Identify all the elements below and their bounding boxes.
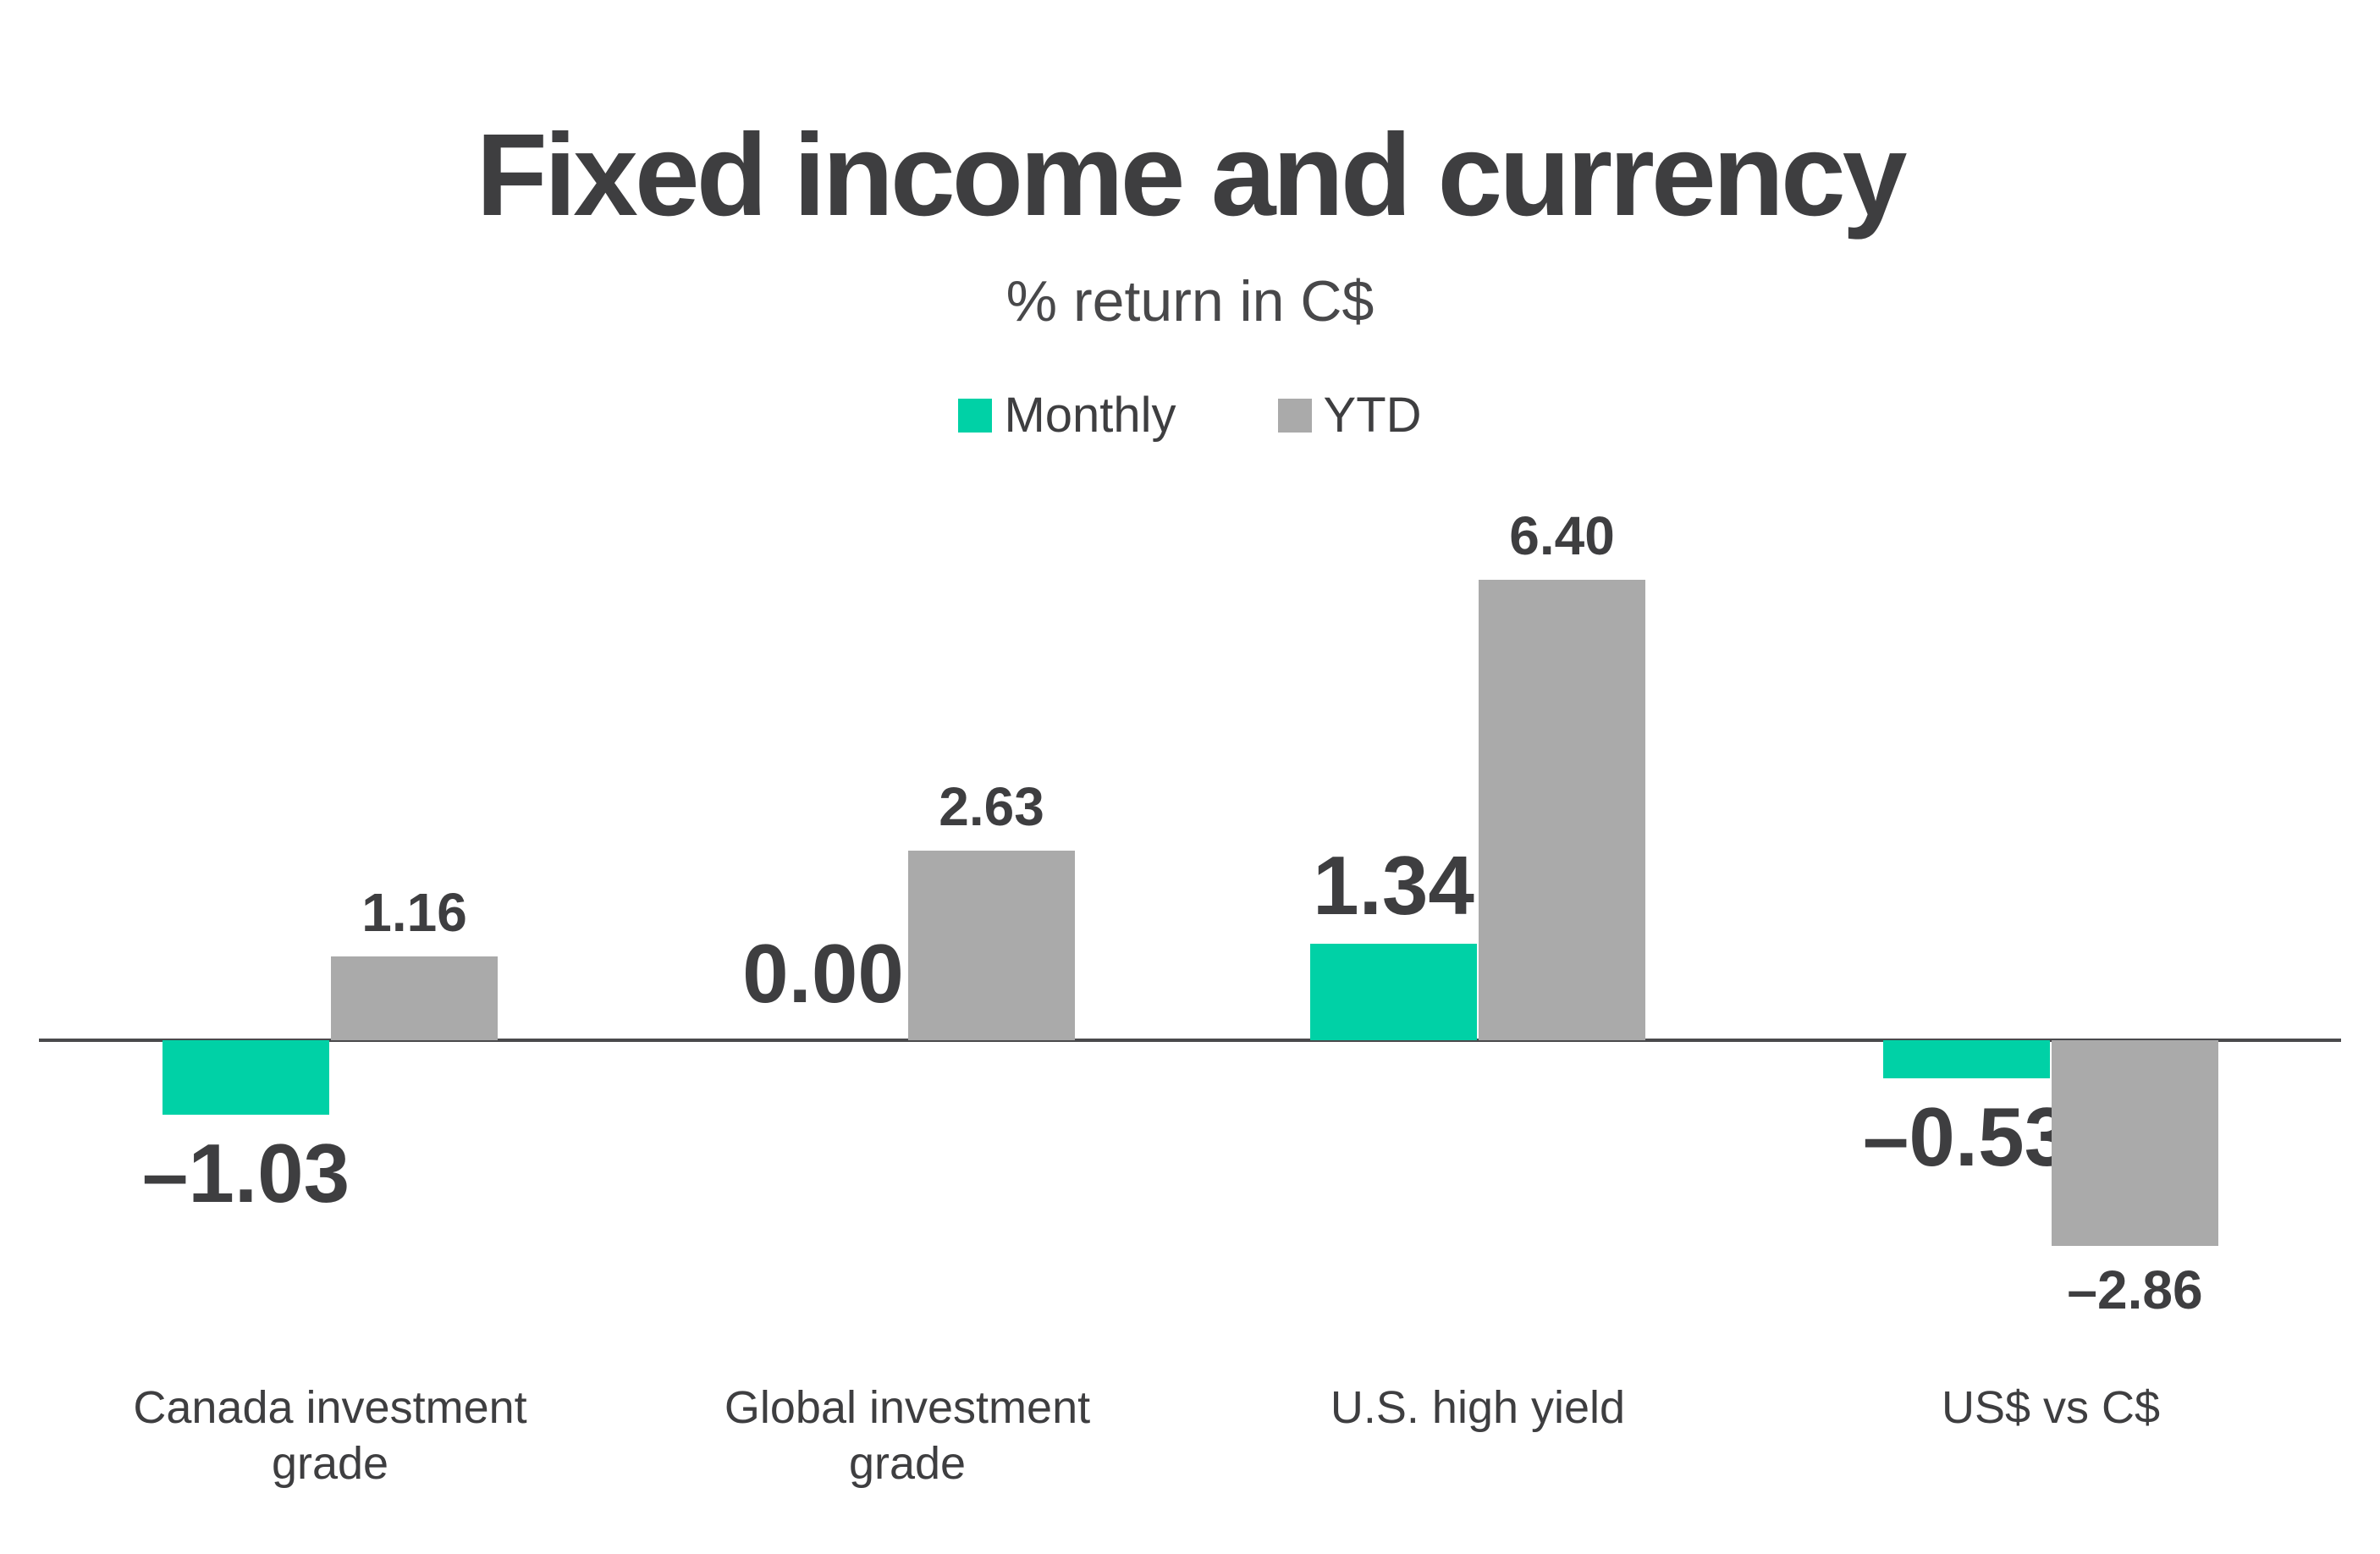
category-label-3: US$ vs C$	[1941, 1382, 2161, 1433]
chart-subtitle: % return in C$	[1005, 269, 1375, 333]
legend-item-monthly: Monthly	[958, 391, 1176, 440]
category-label-0: Canada investment grade	[133, 1382, 527, 1489]
value-label-monthly-2: 1.34	[1313, 839, 1474, 932]
bar-monthly-0	[163, 1040, 329, 1115]
bar-ytd-3	[2052, 1040, 2218, 1246]
value-label-ytd-2: 6.40	[1509, 505, 1615, 566]
bar-ytd-1	[908, 851, 1075, 1040]
bar-ytd-2	[1479, 580, 1645, 1040]
category-label-2: U.S. high yield	[1330, 1382, 1626, 1433]
monthly-swatch-icon	[958, 399, 993, 433]
value-label-ytd-1: 2.63	[939, 776, 1044, 837]
bar-monthly-3	[1883, 1040, 2050, 1078]
value-label-monthly-1: 0.00	[742, 927, 904, 1020]
bar-ytd-0	[331, 956, 498, 1040]
legend-label-ytd: YTD	[1323, 388, 1422, 443]
chart-title: Fixed income and currency	[476, 110, 1908, 240]
value-label-monthly-0: –1.03	[141, 1127, 350, 1220]
legend-item-ytd: YTD	[1277, 388, 1422, 443]
ytd-swatch-icon	[1277, 399, 1312, 433]
legend: Monthly YTD	[0, 391, 2380, 440]
legend-label-monthly: Monthly	[1004, 388, 1176, 443]
value-label-monthly-3: –0.53	[1862, 1090, 2071, 1183]
category-label-1: Global investment grade	[724, 1382, 1091, 1489]
x-axis-line	[39, 1039, 2341, 1042]
value-label-ytd-3: –2.86	[2067, 1259, 2203, 1320]
bar-monthly-2	[1310, 944, 1477, 1040]
value-label-ytd-0: 1.16	[361, 882, 467, 943]
